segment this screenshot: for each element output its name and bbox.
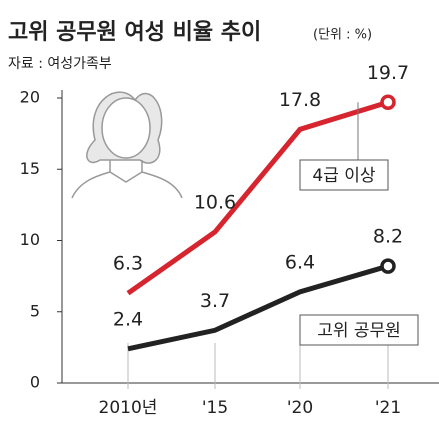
person-icon bbox=[71, 91, 183, 199]
data-label: 2.4 bbox=[113, 308, 143, 330]
data-label: 6.3 bbox=[113, 253, 143, 275]
y-tick-label: 10 bbox=[20, 230, 40, 249]
legend-label: 고위 공무원 bbox=[317, 321, 401, 341]
y-tick-label: 5 bbox=[30, 301, 40, 320]
y-tick-label: 15 bbox=[20, 159, 40, 178]
chart-subtitle: (단위 : %) bbox=[313, 28, 372, 43]
data-label: 3.7 bbox=[200, 290, 230, 312]
x-tick-label: '21 bbox=[375, 398, 401, 418]
legend-label: 4급 이상 bbox=[312, 166, 375, 186]
data-label: 10.6 bbox=[194, 191, 236, 213]
legend-box bbox=[299, 314, 419, 346]
data-label: 19.7 bbox=[367, 62, 409, 84]
series-line bbox=[126, 99, 389, 296]
data-label: 8.2 bbox=[373, 226, 403, 248]
data-label: 6.4 bbox=[285, 251, 315, 273]
x-tick-label: 2010년 bbox=[99, 398, 158, 418]
x-tick-label: '15 bbox=[202, 398, 228, 418]
y-tick-label: 20 bbox=[20, 88, 40, 107]
chart-title: 고위 공무원 여성 비율 추이 bbox=[8, 20, 261, 45]
end-marker bbox=[380, 94, 396, 111]
legend-box bbox=[299, 159, 389, 191]
series-line bbox=[127, 263, 389, 352]
y-tick-label: 0 bbox=[30, 373, 40, 392]
data-label: 17.8 bbox=[279, 89, 321, 111]
x-tick-label: '20 bbox=[287, 398, 313, 418]
end-marker bbox=[380, 258, 396, 274]
source: 자료 : 여성가족부 bbox=[8, 56, 112, 72]
